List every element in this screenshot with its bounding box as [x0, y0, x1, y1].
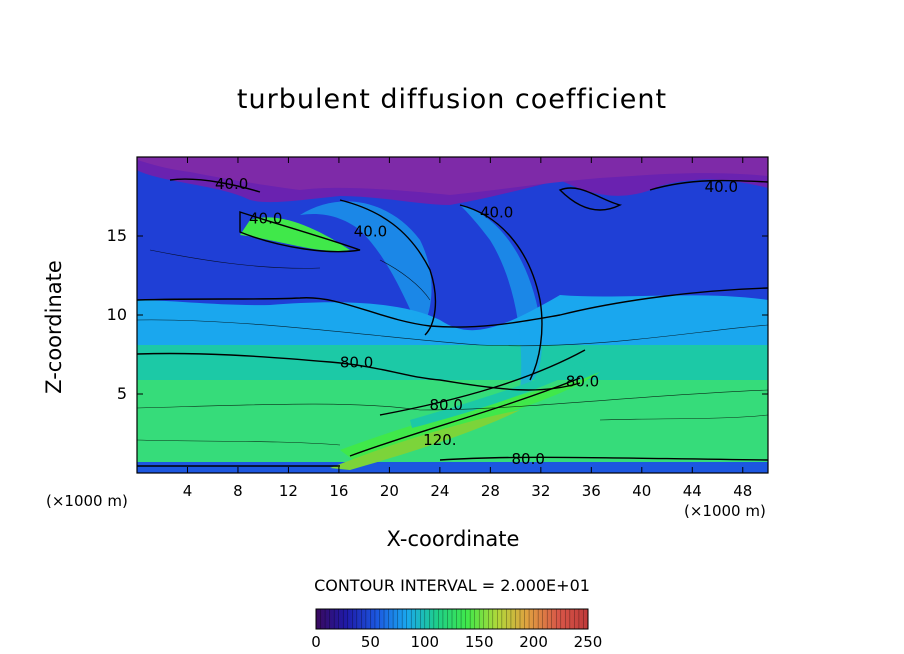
- heatmap-field: [137, 157, 768, 473]
- contour-label: 40.0: [215, 175, 248, 193]
- x-tick-label: 32: [531, 482, 550, 500]
- contour-label: 80.0: [512, 450, 545, 468]
- x-tick-label: 16: [329, 482, 348, 500]
- x-tick-label: 12: [279, 482, 298, 500]
- y-tick-label: 15: [107, 226, 127, 245]
- contour-label: 40.0: [480, 203, 513, 221]
- chart-title: turbulent diffusion coefficient: [236, 84, 668, 115]
- colorbar-tick-label: 100: [410, 633, 439, 651]
- x-tick-label: 36: [582, 482, 601, 500]
- colorbar-tick-label: 200: [519, 633, 548, 651]
- x-tick-label: 40: [632, 482, 651, 500]
- contour-label: 80.0: [566, 372, 599, 390]
- x-tick-label: 48: [733, 482, 752, 500]
- contour-label: 80.0: [340, 353, 373, 371]
- contour-label: 80.0: [429, 396, 462, 414]
- x-axis-ticks: 4 8 12 16 20 24 28 32 36 40 44 48: [183, 157, 752, 500]
- y-tick-label: 10: [107, 305, 127, 324]
- contour-label: 40.0: [354, 222, 387, 240]
- contour-label: 40.0: [249, 210, 282, 228]
- x-tick-label: 8: [233, 482, 243, 500]
- z-unit-label: (×1000 m): [46, 492, 128, 510]
- x-axis-label: X-coordinate: [386, 527, 520, 551]
- colorbar: 0 50 100 150 200 250: [311, 608, 603, 651]
- colorbar-tick-label: 150: [465, 633, 494, 651]
- contour-label: 120.: [423, 431, 456, 449]
- contour-interval-label: CONTOUR INTERVAL = 2.000E+01: [314, 576, 590, 595]
- y-tick-label: 5: [117, 384, 127, 403]
- x-tick-label: 44: [683, 482, 702, 500]
- x-tick-label: 20: [380, 482, 399, 500]
- contour-label: 40.0: [705, 178, 738, 196]
- colorbar-tick-label: 50: [361, 633, 380, 651]
- colorbar-tick-label: 0: [311, 633, 321, 651]
- x-tick-label: 4: [183, 482, 193, 500]
- colorbar-tick-label: 250: [574, 633, 603, 651]
- x-tick-label: 24: [430, 482, 449, 500]
- y-axis-ticks: 5 10 15: [107, 226, 768, 403]
- x-tick-label: 28: [481, 482, 500, 500]
- x-unit-label: (×1000 m): [684, 502, 766, 520]
